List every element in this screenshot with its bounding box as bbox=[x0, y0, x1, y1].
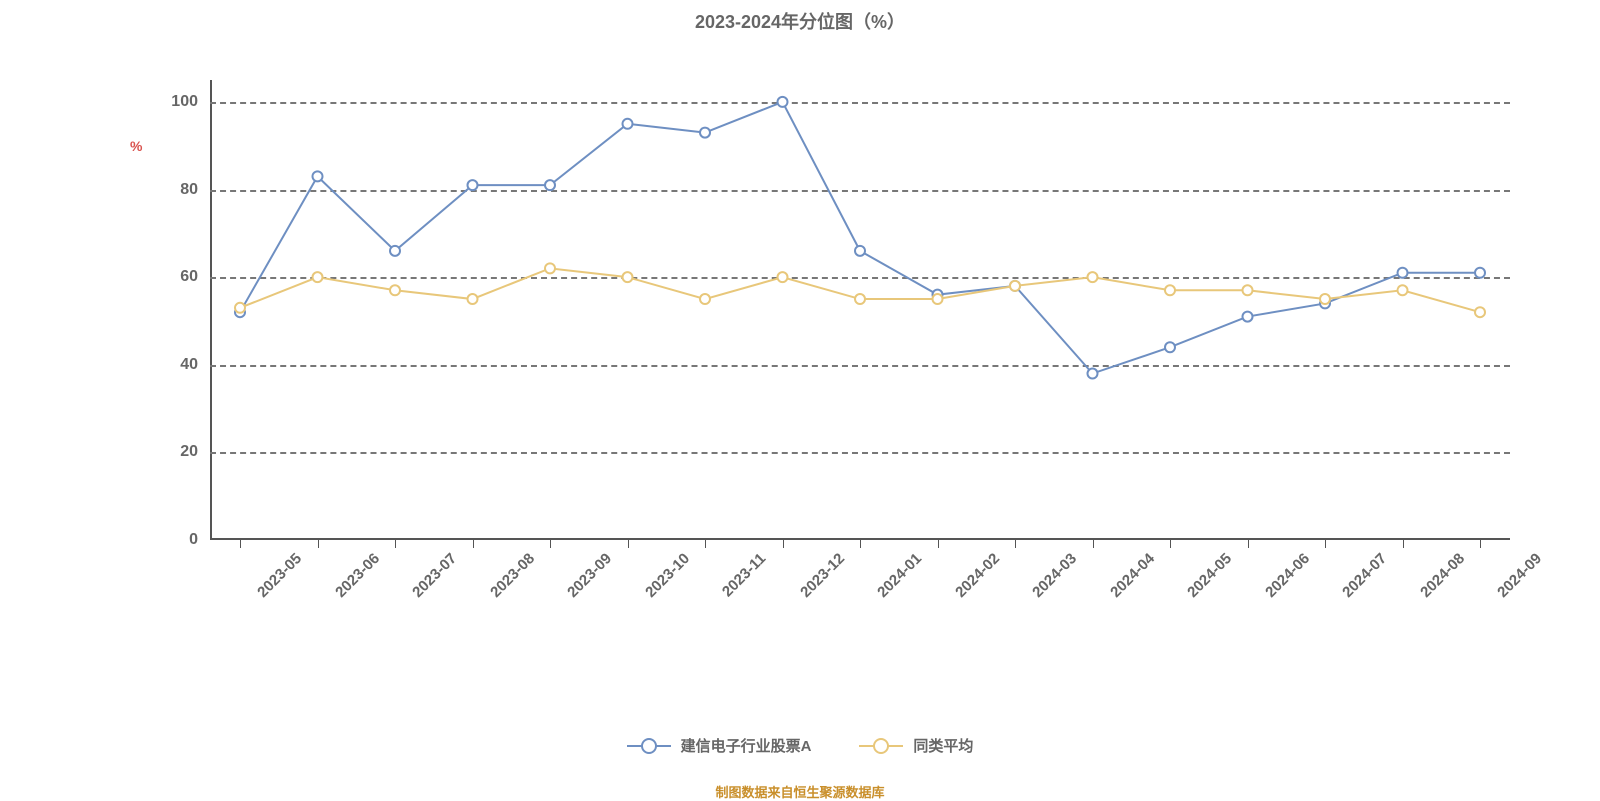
x-tick-label: 2024-06 bbox=[1262, 550, 1313, 601]
legend-swatch-icon bbox=[627, 739, 671, 753]
x-tick-label: 2024-03 bbox=[1029, 550, 1080, 601]
series-point bbox=[1243, 285, 1253, 295]
x-tick-label: 2023-06 bbox=[332, 550, 383, 601]
x-tick-label: 2024-05 bbox=[1184, 550, 1235, 601]
x-tick bbox=[628, 540, 629, 548]
x-tick-label: 2023-05 bbox=[254, 550, 305, 601]
x-tick-label: 2023-09 bbox=[564, 550, 615, 601]
x-tick bbox=[1170, 540, 1171, 548]
series-point bbox=[1320, 294, 1330, 304]
series-point bbox=[1165, 342, 1175, 352]
series-point bbox=[1010, 281, 1020, 291]
x-tick bbox=[1403, 540, 1404, 548]
y-tick-label: 100 bbox=[171, 93, 198, 111]
x-tick bbox=[1480, 540, 1481, 548]
x-tick bbox=[240, 540, 241, 548]
x-tick-label: 2024-07 bbox=[1339, 550, 1390, 601]
legend-item: 同类平均 bbox=[859, 735, 973, 756]
x-tick bbox=[1093, 540, 1094, 548]
x-tick bbox=[1248, 540, 1249, 548]
x-tick-label: 2024-04 bbox=[1107, 550, 1158, 601]
y-tick-label: 20 bbox=[180, 443, 198, 461]
series-point bbox=[855, 294, 865, 304]
y-tick-label: 0 bbox=[189, 531, 198, 549]
plot-svg bbox=[210, 80, 1510, 540]
series-point bbox=[1165, 285, 1175, 295]
series-point bbox=[623, 272, 633, 282]
series-point bbox=[390, 285, 400, 295]
x-tick-label: 2023-07 bbox=[409, 550, 460, 601]
y-axis-unit-label: % bbox=[130, 138, 142, 154]
x-tick-label: 2023-12 bbox=[797, 550, 848, 601]
series-point bbox=[468, 294, 478, 304]
y-tick-label: 80 bbox=[180, 181, 198, 199]
percentile-chart: 2023-2024年分位图（%） % 0204060801002023-0520… bbox=[0, 0, 1600, 800]
x-tick bbox=[783, 540, 784, 548]
series-point bbox=[855, 246, 865, 256]
legend-label: 同类平均 bbox=[913, 735, 973, 756]
x-tick bbox=[318, 540, 319, 548]
legend-item: 建信电子行业股票A bbox=[627, 735, 812, 756]
y-tick-label: 60 bbox=[180, 268, 198, 286]
x-tick bbox=[1015, 540, 1016, 548]
x-tick bbox=[550, 540, 551, 548]
x-tick-label: 2024-02 bbox=[952, 550, 1003, 601]
series-point bbox=[313, 171, 323, 181]
chart-title: 2023-2024年分位图（%） bbox=[0, 8, 1600, 34]
series-point bbox=[700, 294, 710, 304]
x-tick-label: 2024-01 bbox=[874, 550, 925, 601]
series-point bbox=[545, 263, 555, 273]
chart-footnote: 制图数据来自恒生聚源数据库 bbox=[0, 782, 1600, 801]
legend-swatch-icon bbox=[859, 739, 903, 753]
series-point bbox=[623, 119, 633, 129]
y-tick-label: 40 bbox=[180, 356, 198, 374]
x-tick-label: 2024-09 bbox=[1494, 550, 1545, 601]
legend: 建信电子行业股票A 同类平均 bbox=[0, 735, 1600, 757]
series-point bbox=[933, 294, 943, 304]
series-point bbox=[1475, 268, 1485, 278]
series-line-0 bbox=[240, 102, 1480, 374]
series-point bbox=[700, 128, 710, 138]
series-point bbox=[545, 180, 555, 190]
x-tick-label: 2024-08 bbox=[1417, 550, 1468, 601]
legend-label: 建信电子行业股票A bbox=[681, 735, 812, 756]
x-tick bbox=[473, 540, 474, 548]
x-tick bbox=[705, 540, 706, 548]
x-tick-label: 2023-11 bbox=[719, 550, 769, 600]
series-point bbox=[1088, 369, 1098, 379]
series-line-1 bbox=[240, 268, 1480, 312]
series-point bbox=[1088, 272, 1098, 282]
series-point bbox=[1398, 285, 1408, 295]
series-point bbox=[1243, 312, 1253, 322]
x-tick-label: 2023-10 bbox=[642, 550, 693, 601]
x-tick bbox=[860, 540, 861, 548]
x-tick bbox=[1325, 540, 1326, 548]
series-point bbox=[235, 303, 245, 313]
series-point bbox=[778, 272, 788, 282]
x-tick bbox=[395, 540, 396, 548]
series-point bbox=[778, 97, 788, 107]
x-tick-label: 2023-08 bbox=[487, 550, 538, 601]
x-tick bbox=[938, 540, 939, 548]
series-point bbox=[390, 246, 400, 256]
plot-area: 0204060801002023-052023-062023-072023-08… bbox=[210, 80, 1510, 540]
series-point bbox=[468, 180, 478, 190]
series-point bbox=[1475, 307, 1485, 317]
series-point bbox=[313, 272, 323, 282]
series-point bbox=[1398, 268, 1408, 278]
